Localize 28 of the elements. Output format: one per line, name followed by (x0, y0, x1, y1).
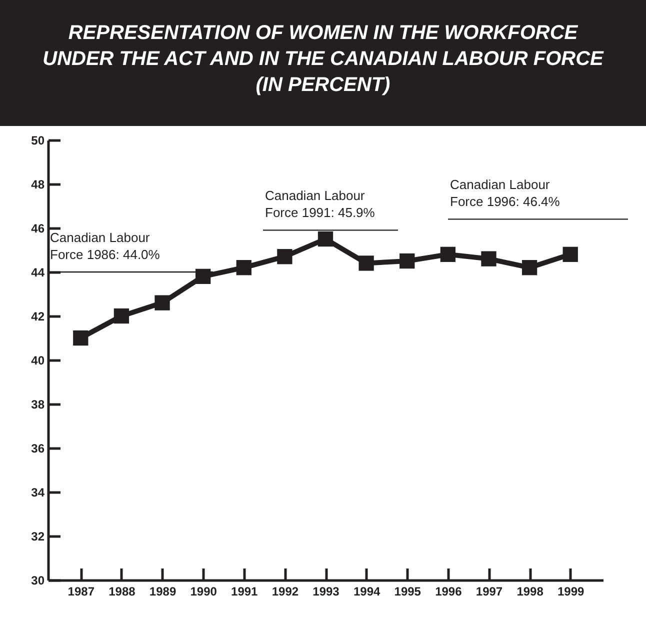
x-tick-label: 1999 (558, 584, 585, 598)
y-tick-label: 34 (31, 486, 45, 500)
x-tick-label: 1992 (272, 584, 299, 598)
y-tick-label: 46 (31, 222, 45, 236)
y-tick-label: 36 (31, 442, 45, 456)
x-tick-label: 1988 (108, 584, 136, 598)
x-tick-label: 1991 (231, 584, 258, 598)
x-tick-label: 1998 (516, 584, 544, 598)
x-tick-label: 1993 (312, 584, 340, 598)
y-tick-label: 40 (31, 354, 45, 368)
y-tick-label: 50 (31, 134, 45, 148)
x-tick-label: 1994 (353, 584, 380, 598)
ref-line-label: Canadian Labour Force 1986: 44.0% (50, 230, 160, 262)
ref-line-label: Canadian Labour Force 1996: 46.4% (450, 177, 560, 210)
x-tick-label: 1995 (394, 584, 422, 598)
chart-title: REPRESENTATION OF WOMEN IN THE WORKFORCE UNDER THE ACT AND IN THE CANADIAN LABOUR FORCE (IN PERCENT) (0, 0, 646, 126)
y-tick-label: 32 (31, 530, 45, 544)
x-tick-label: 1987 (68, 584, 95, 598)
y-tick-label: 38 (31, 398, 45, 412)
x-tick-label: 1997 (476, 584, 503, 598)
y-tick-label: 44 (31, 266, 45, 280)
x-tick-label: 1990 (190, 584, 218, 598)
y-tick-label: 42 (31, 310, 45, 324)
ref-line-label: Canadian Labour Force 1991: 45.9% (265, 188, 376, 220)
y-tick-label: 30 (31, 574, 45, 588)
x-tick-label: 1989 (149, 584, 176, 598)
y-tick-label: 48 (31, 178, 45, 192)
x-tick-label: 1996 (435, 584, 462, 598)
